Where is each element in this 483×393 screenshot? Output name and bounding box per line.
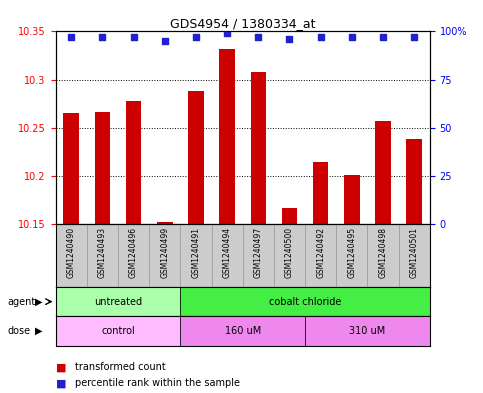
Text: 160 uM: 160 uM bbox=[225, 326, 261, 336]
Bar bbox=[282, 208, 298, 224]
Point bbox=[255, 34, 262, 40]
Text: GSM1240490: GSM1240490 bbox=[67, 227, 76, 278]
Text: GSM1240500: GSM1240500 bbox=[285, 227, 294, 278]
Bar bbox=[56, 287, 180, 316]
Bar bbox=[305, 316, 430, 346]
Point bbox=[192, 34, 200, 40]
Bar bbox=[56, 224, 87, 287]
Point bbox=[161, 38, 169, 44]
Bar bbox=[242, 224, 274, 287]
Text: GSM1240496: GSM1240496 bbox=[129, 227, 138, 278]
Bar bbox=[180, 316, 305, 346]
Bar bbox=[305, 224, 336, 287]
Text: GSM1240501: GSM1240501 bbox=[410, 227, 419, 278]
Bar bbox=[219, 49, 235, 224]
Text: GSM1240493: GSM1240493 bbox=[98, 227, 107, 278]
Bar bbox=[180, 287, 430, 316]
Text: GSM1240498: GSM1240498 bbox=[379, 227, 387, 278]
Point bbox=[379, 34, 387, 40]
Point bbox=[99, 34, 106, 40]
Bar bbox=[87, 224, 118, 287]
Text: GSM1240491: GSM1240491 bbox=[191, 227, 200, 278]
Bar bbox=[188, 91, 204, 224]
Text: 310 uM: 310 uM bbox=[349, 326, 385, 336]
Bar bbox=[56, 316, 180, 346]
Text: ■: ■ bbox=[56, 378, 66, 388]
Bar bbox=[118, 224, 149, 287]
Text: GSM1240497: GSM1240497 bbox=[254, 227, 263, 278]
Bar bbox=[126, 101, 142, 224]
Text: ▶: ▶ bbox=[35, 326, 43, 336]
Text: GSM1240499: GSM1240499 bbox=[160, 227, 169, 278]
Point bbox=[348, 34, 356, 40]
Text: GSM1240494: GSM1240494 bbox=[223, 227, 232, 278]
Bar bbox=[95, 112, 110, 224]
Bar bbox=[407, 139, 422, 224]
Bar bbox=[313, 162, 328, 224]
Bar bbox=[180, 224, 212, 287]
Bar bbox=[344, 175, 360, 224]
Bar bbox=[157, 222, 172, 224]
Text: ▶: ▶ bbox=[35, 297, 43, 307]
Bar bbox=[63, 113, 79, 224]
Text: GSM1240492: GSM1240492 bbox=[316, 227, 325, 278]
Text: agent: agent bbox=[7, 297, 35, 307]
Text: ■: ■ bbox=[56, 362, 66, 373]
Point bbox=[223, 30, 231, 37]
Bar bbox=[149, 224, 180, 287]
Point bbox=[317, 34, 325, 40]
Point bbox=[67, 34, 75, 40]
Bar bbox=[398, 224, 430, 287]
Text: transformed count: transformed count bbox=[75, 362, 166, 373]
Text: control: control bbox=[101, 326, 135, 336]
Point bbox=[285, 36, 293, 42]
Bar bbox=[368, 224, 398, 287]
Title: GDS4954 / 1380334_at: GDS4954 / 1380334_at bbox=[170, 17, 315, 30]
Bar bbox=[274, 224, 305, 287]
Bar bbox=[212, 224, 242, 287]
Point bbox=[129, 34, 137, 40]
Text: dose: dose bbox=[7, 326, 30, 336]
Text: untreated: untreated bbox=[94, 297, 142, 307]
Bar bbox=[375, 121, 391, 224]
Text: percentile rank within the sample: percentile rank within the sample bbox=[75, 378, 240, 388]
Text: cobalt chloride: cobalt chloride bbox=[269, 297, 341, 307]
Bar bbox=[251, 72, 266, 224]
Point bbox=[411, 34, 418, 40]
Text: GSM1240495: GSM1240495 bbox=[347, 227, 356, 278]
Bar bbox=[336, 224, 368, 287]
